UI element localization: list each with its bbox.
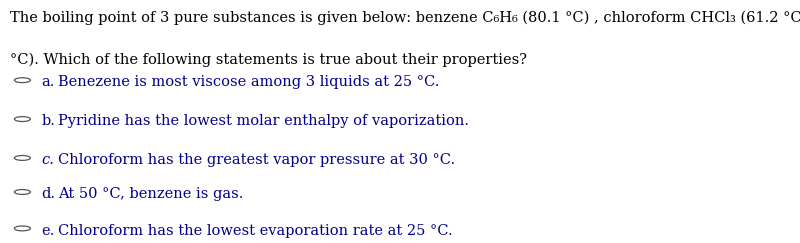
Text: e.: e. — [42, 224, 55, 238]
Text: Benezene is most viscose among 3 liquids at 25 °C.: Benezene is most viscose among 3 liquids… — [58, 75, 440, 89]
Text: b.: b. — [42, 114, 55, 128]
Text: Pyridine has the lowest molar enthalpy of vaporization.: Pyridine has the lowest molar enthalpy o… — [58, 114, 470, 128]
Text: a.: a. — [42, 75, 55, 89]
Text: d.: d. — [42, 187, 56, 201]
Text: The boiling point of 3 pure substances is given below: benzene C₆H₆ (80.1 °C) , : The boiling point of 3 pure substances i… — [10, 11, 800, 25]
Text: Chloroform has the greatest vapor pressure at 30 °C.: Chloroform has the greatest vapor pressu… — [58, 153, 455, 167]
Text: At 50 °C, benzene is gas.: At 50 °C, benzene is gas. — [58, 187, 244, 201]
Text: c.: c. — [42, 153, 54, 167]
Text: Chloroform has the lowest evaporation rate at 25 °C.: Chloroform has the lowest evaporation ra… — [58, 224, 453, 238]
Text: °C). Which of the following statements is true about their properties?: °C). Which of the following statements i… — [10, 52, 526, 67]
